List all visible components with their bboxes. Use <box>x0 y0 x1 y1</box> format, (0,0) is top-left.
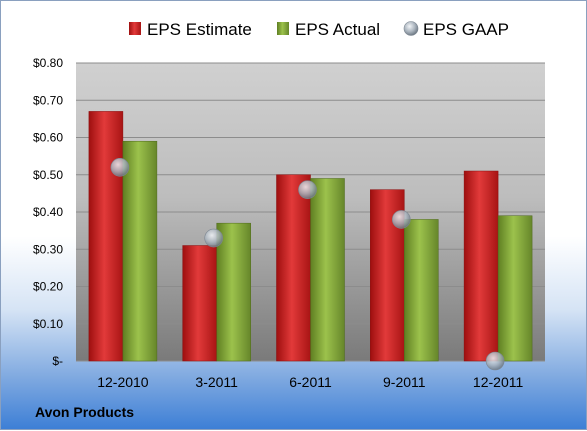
y-tick-label: $0.70 <box>33 93 63 107</box>
y-tick-label: $0.80 <box>33 56 63 70</box>
y-tick-label: $0.20 <box>33 280 63 294</box>
point-eps-gaap <box>204 228 223 248</box>
y-tick-label: $0.60 <box>33 131 63 145</box>
bar-eps-estimate <box>182 245 217 362</box>
y-tick-label: $0.30 <box>33 242 63 256</box>
bar-eps-estimate <box>276 174 311 362</box>
legend-swatch <box>277 22 289 35</box>
bar-eps-actual <box>216 222 251 362</box>
legend-label: EPS Actual <box>295 20 380 39</box>
point-eps-gaap <box>110 158 130 177</box>
legend-label: EPS GAAP <box>423 20 509 39</box>
bar-eps-estimate <box>88 111 124 362</box>
x-tick-label: 3-2011 <box>195 374 238 390</box>
bar-eps-actual <box>404 219 439 362</box>
point-eps-gaap <box>298 180 317 199</box>
x-tick-label: 12-2011 <box>473 374 524 390</box>
y-tick-label: $0.40 <box>33 205 63 219</box>
plot-area: $- $0.10 $0.20 $0.30 $0.40 $0.50 $0.60 $0.70 $0.… <box>33 56 545 390</box>
bar-eps-actual <box>310 178 345 362</box>
y-tick-label: $0.50 <box>33 168 63 182</box>
y-tick-label: $0.10 <box>33 317 63 331</box>
x-tick-label: 6-2011 <box>289 374 332 390</box>
legend-swatch <box>403 21 419 36</box>
legend-swatch <box>129 22 141 35</box>
point-eps-gaap <box>391 210 411 229</box>
legend: EPS Estimate EPS Actual EPS GAAP <box>129 20 509 39</box>
x-tick-label: 9-2011 <box>383 374 426 390</box>
bar-eps-estimate <box>463 170 499 362</box>
bar-eps-actual <box>122 140 158 362</box>
y-tick-label: $- <box>52 354 63 368</box>
company-name: Avon Products <box>35 404 134 420</box>
x-tick-label: 12-2010 <box>97 374 149 390</box>
point-eps-gaap <box>485 351 505 371</box>
legend-label: EPS Estimate <box>147 20 252 39</box>
bar-eps-actual <box>497 215 533 362</box>
